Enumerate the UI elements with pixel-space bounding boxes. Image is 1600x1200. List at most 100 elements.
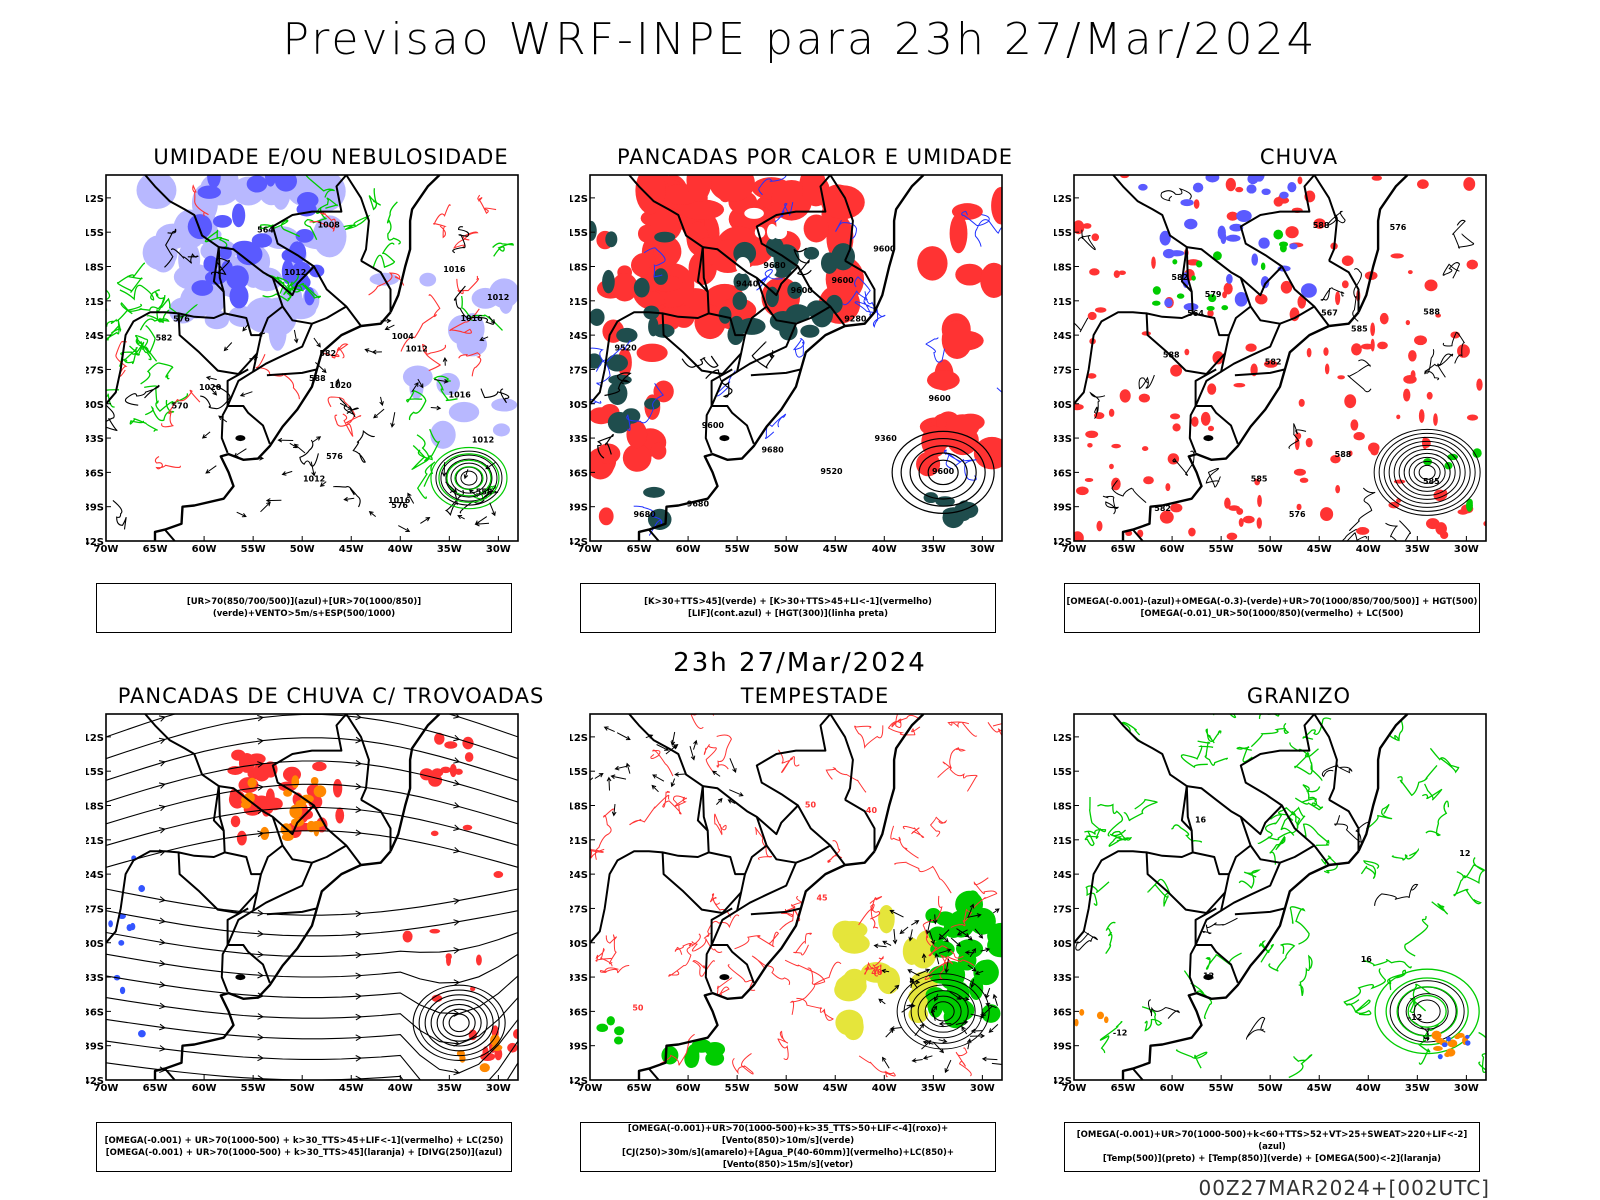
lat-tick-label: 18S: [570, 263, 588, 274]
country-border: [1313, 175, 1338, 262]
wind-vector: [881, 968, 890, 974]
height-contour: [1348, 487, 1376, 532]
isoline: [1383, 436, 1471, 508]
precipitable-water-contour: [716, 734, 732, 770]
flow-arrow: [257, 714, 265, 722]
wind-vector: [890, 984, 900, 994]
humidity-area: [232, 240, 257, 255]
country-border: [701, 786, 709, 831]
height-contour: [1320, 287, 1345, 301]
humidity-contour: [140, 362, 174, 385]
wind-vector: [882, 1056, 890, 1069]
lat-tick-label: 15S: [1054, 767, 1072, 778]
rain-area: [1108, 408, 1115, 417]
temperature-850-contour: [1453, 871, 1482, 905]
streamline: [106, 1018, 518, 1074]
temperature-850-contour: [1388, 719, 1404, 742]
panel-umidade: UMIDADE E/OU NEBULOSIDADE [UR>70(850/700…: [86, 145, 596, 633]
temperature-850-contour: [1097, 803, 1124, 837]
storm-area: [402, 930, 413, 943]
wind-vector: [966, 1038, 972, 1050]
contour-label: 12: [1459, 849, 1470, 858]
lon-tick-label: 45W: [823, 1083, 848, 1094]
precipitable-water-contour: [650, 749, 674, 777]
lake: [235, 974, 246, 981]
coastline: [1121, 311, 1360, 541]
rain-area: [1113, 270, 1120, 279]
isoline: [1405, 993, 1449, 1030]
humidity-contour: [386, 201, 401, 245]
rain-area: [1207, 425, 1215, 432]
flow-arrow: [257, 738, 265, 745]
lon-tick-label: 30W: [1454, 544, 1479, 555]
wind-area: [978, 959, 998, 982]
rain-area: [1245, 343, 1257, 352]
country-border: [226, 368, 249, 406]
rain-area: [1258, 237, 1270, 249]
country-border: [106, 850, 179, 944]
panel-title: PANCADAS DE CHUVA C/ TROVOADAS: [117, 684, 545, 708]
lon-tick-label: 55W: [1209, 544, 1234, 555]
rain-area: [1096, 520, 1103, 532]
rain-area: [1466, 414, 1479, 421]
country-border: [1186, 785, 1283, 836]
humidity-area: [207, 175, 221, 188]
jet-area: [877, 966, 901, 995]
rain-area: [1207, 383, 1217, 395]
isoline: [1413, 999, 1441, 1024]
precipitable-water-contour: [922, 895, 943, 947]
wind-vector: [938, 933, 949, 943]
humidity-contour: [119, 284, 160, 301]
storm-area: [332, 778, 343, 798]
instability-area: [605, 231, 618, 248]
wind-vector: [293, 443, 306, 454]
lat-tick-label: 36S: [86, 468, 104, 479]
country-border: [1328, 259, 1360, 313]
streamline: [106, 783, 518, 825]
rain-area: [1141, 446, 1149, 452]
lifted-index-contour: [626, 383, 665, 431]
wind-area: [987, 922, 1002, 949]
flow-arrow: [453, 979, 461, 986]
humidity-area: [168, 297, 197, 324]
lat-tick-label: 15S: [1054, 228, 1072, 239]
isoline: [430, 999, 488, 1047]
country-border: [628, 714, 746, 946]
contour-label: 1016: [460, 314, 483, 323]
height-contour: [597, 433, 614, 459]
temperature-850-contour: [1289, 906, 1310, 945]
lat-tick-label: 39S: [570, 1042, 588, 1053]
contour-label: 1020: [199, 383, 222, 392]
legend-line: [OMEGA(-0.001) + UR>70(1000-500) + k>30_…: [105, 1148, 503, 1158]
lat-tick-label: 33S: [1054, 973, 1072, 984]
isoline: [445, 458, 493, 498]
lon-tick-label: 55W: [725, 544, 750, 555]
lifted-index-contour: [954, 459, 977, 481]
humidity-contour: [126, 294, 166, 312]
map-figure: 1012 1016 1016 1016 1012 1016 1012 1020 1020 1012…: [86, 174, 519, 555]
flow-arrow: [355, 910, 363, 918]
contour-label: 9680: [633, 510, 656, 519]
precipitable-water-contour: [590, 848, 605, 859]
precipitable-water-contour: [937, 766, 978, 792]
flow-arrow: [355, 829, 363, 837]
lifted-index-contour: [864, 291, 886, 328]
wind-vector: [729, 758, 737, 773]
wind-vector: [969, 1033, 986, 1039]
instability-area: [653, 268, 668, 285]
thickness-contour: [453, 231, 479, 249]
storm-area: [295, 799, 307, 809]
rain-area: [1472, 448, 1482, 458]
contour-label: 585: [1251, 474, 1268, 483]
hail-area: [1437, 1053, 1443, 1060]
wind-vector: [201, 431, 211, 439]
lon-tick-label: 45W: [823, 544, 848, 555]
rain-area: [1207, 309, 1214, 318]
streamline: [106, 830, 518, 868]
storm-area: [444, 741, 458, 749]
isoline: [460, 470, 478, 486]
panel-pancadas-calor: PANCADAS POR CALOR E UMIDADE [K>30+TTS>4…: [570, 145, 1080, 633]
humidity-area: [492, 423, 510, 437]
lon-tick-label: 65W: [143, 544, 168, 555]
wind-vector: [616, 732, 631, 741]
